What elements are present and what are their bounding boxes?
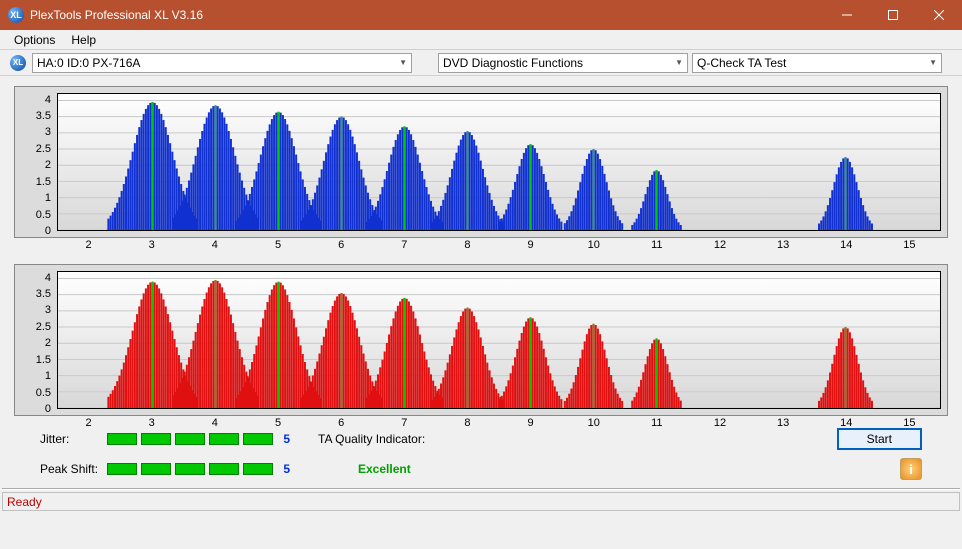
y-tick-label: 0.5 xyxy=(36,387,51,399)
top-chart: 00.511.522.533.54 23456789101112131415 xyxy=(14,86,948,238)
drive-select[interactable]: HA:0 ID:0 PX-716A ▼ xyxy=(32,53,412,73)
y-tick-label: 3 xyxy=(45,126,51,138)
status-text: Ready xyxy=(7,495,42,509)
top-x-axis: 2 3 4 5 6 7 8 9 10 11 12 13 14 15 xyxy=(57,237,941,259)
y-tick-label: 4 xyxy=(45,94,51,106)
bar-segment xyxy=(141,463,171,475)
close-icon xyxy=(934,10,944,20)
x-tick-label: 11 xyxy=(651,417,662,429)
x-tick-label: 5 xyxy=(275,239,281,251)
toolbar: XL HA:0 ID:0 PX-716A ▼ DVD Diagnostic Fu… xyxy=(0,50,962,76)
x-tick-label: 4 xyxy=(212,417,218,429)
menubar: Options Help xyxy=(0,30,962,50)
menu-help[interactable]: Help xyxy=(63,31,104,49)
y-tick-label: 3 xyxy=(45,304,51,316)
bar-segment xyxy=(243,463,273,475)
menu-options[interactable]: Options xyxy=(6,31,63,49)
drive-icon: XL xyxy=(10,55,26,71)
chevron-down-icon: ▼ xyxy=(929,58,937,67)
x-tick-label: 8 xyxy=(464,417,470,429)
x-tick-label: 5 xyxy=(275,417,281,429)
metrics-row-2: Peak Shift: 5 Excellent i xyxy=(0,454,962,484)
bar-segment xyxy=(107,463,137,475)
x-tick-label: 4 xyxy=(212,239,218,251)
x-tick-label: 9 xyxy=(528,417,534,429)
x-tick-label: 2 xyxy=(86,417,92,429)
y-tick-label: 2.5 xyxy=(36,321,51,333)
test-select-value: Q-Check TA Test xyxy=(697,56,786,70)
y-tick-label: 2 xyxy=(45,337,51,349)
bar-segment xyxy=(175,463,205,475)
close-button[interactable] xyxy=(916,0,962,30)
minimize-icon xyxy=(842,10,852,20)
bottom-x-axis: 2 3 4 5 6 7 8 9 10 11 12 13 14 15 xyxy=(57,415,941,437)
maximize-button[interactable] xyxy=(870,0,916,30)
y-tick-label: 2.5 xyxy=(36,143,51,155)
maximize-icon xyxy=(888,10,898,20)
x-tick-label: 10 xyxy=(588,239,600,251)
divider xyxy=(2,488,960,490)
peak-shift-label: Peak Shift: xyxy=(40,462,99,476)
x-tick-label: 15 xyxy=(903,239,915,251)
bar-segment xyxy=(209,463,239,475)
x-tick-label: 14 xyxy=(840,417,852,429)
x-tick-label: 12 xyxy=(714,417,726,429)
x-tick-label: 6 xyxy=(338,417,344,429)
x-tick-label: 6 xyxy=(338,239,344,251)
x-tick-label: 3 xyxy=(149,239,155,251)
window-title: PlexTools Professional XL V3.16 xyxy=(30,8,824,22)
y-tick-label: 1 xyxy=(45,192,51,204)
statusbar: Ready xyxy=(2,492,960,511)
plots-area: 00.511.522.533.54 23456789101112131415 0… xyxy=(0,76,962,416)
y-tick-label: 1.5 xyxy=(36,354,51,366)
chevron-down-icon: ▼ xyxy=(675,58,683,67)
top-y-axis: 00.511.522.533.54 xyxy=(15,93,55,231)
y-tick-label: 1 xyxy=(45,370,51,382)
peak-shift-metric: Peak Shift: 5 xyxy=(40,462,290,476)
peak-shift-value: 5 xyxy=(283,462,290,476)
app-icon: XL xyxy=(8,7,24,23)
x-tick-label: 12 xyxy=(714,239,726,251)
ta-value: Excellent xyxy=(358,462,411,476)
y-tick-label: 3.5 xyxy=(36,288,51,300)
titlebar: XL PlexTools Professional XL V3.16 xyxy=(0,0,962,30)
x-tick-label: 3 xyxy=(149,417,155,429)
bottom-chart: 00.511.522.533.54 23456789101112131415 xyxy=(14,264,948,416)
x-tick-label: 7 xyxy=(401,239,407,251)
x-tick-label: 11 xyxy=(651,239,662,251)
x-tick-label: 10 xyxy=(588,417,600,429)
bottom-y-axis: 00.511.522.533.54 xyxy=(15,271,55,409)
function-select-value: DVD Diagnostic Functions xyxy=(443,56,583,70)
x-tick-label: 9 xyxy=(528,239,534,251)
x-tick-label: 7 xyxy=(401,417,407,429)
test-select[interactable]: Q-Check TA Test ▼ xyxy=(692,53,942,73)
drive-select-value: HA:0 ID:0 PX-716A xyxy=(37,56,140,70)
y-tick-label: 2 xyxy=(45,159,51,171)
chevron-down-icon: ▼ xyxy=(399,58,407,67)
y-tick-label: 0 xyxy=(45,403,51,415)
minimize-button[interactable] xyxy=(824,0,870,30)
x-tick-label: 15 xyxy=(903,417,915,429)
function-select[interactable]: DVD Diagnostic Functions ▼ xyxy=(438,53,688,73)
x-tick-label: 2 xyxy=(86,239,92,251)
x-tick-label: 13 xyxy=(777,239,789,251)
peak-shift-bars xyxy=(107,463,273,475)
x-tick-label: 8 xyxy=(464,239,470,251)
y-tick-label: 4 xyxy=(45,272,51,284)
y-tick-label: 1.5 xyxy=(36,176,51,188)
y-tick-label: 0 xyxy=(45,225,51,237)
y-tick-label: 3.5 xyxy=(36,110,51,122)
y-tick-label: 0.5 xyxy=(36,209,51,221)
x-tick-label: 14 xyxy=(840,239,852,251)
x-tick-label: 13 xyxy=(777,417,789,429)
info-button[interactable]: i xyxy=(900,458,922,480)
